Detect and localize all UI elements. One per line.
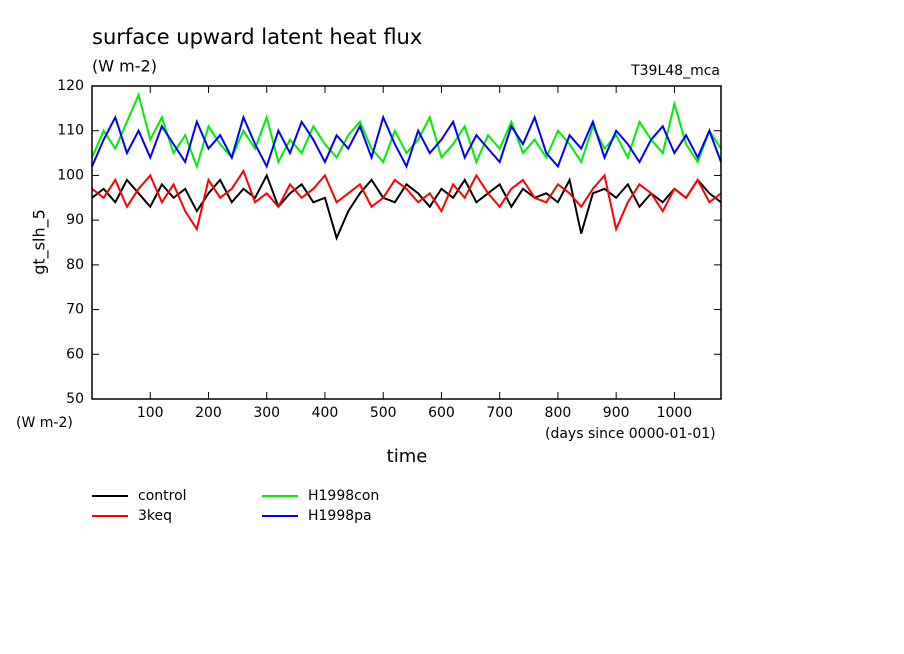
- x-tick-label: 800: [545, 405, 572, 421]
- x-tick-label: 700: [486, 405, 513, 421]
- x-tick-label: 900: [603, 405, 630, 421]
- run-label: T39L48_mca: [630, 63, 720, 79]
- series-line: [91, 91, 722, 170]
- y-tick-label: 120: [57, 78, 84, 94]
- legend-label: 3keq: [138, 508, 172, 524]
- y-tick-label: 60: [66, 346, 84, 362]
- y-tick-label: 50: [66, 391, 84, 407]
- x-tick-label: 300: [253, 405, 280, 421]
- y-tick-label: 70: [66, 302, 84, 318]
- x-axis-label: time: [387, 446, 428, 467]
- y-unit: (W m-2): [16, 415, 73, 431]
- chart-subtitle: (W m-2): [92, 57, 157, 76]
- y-tick-label: 110: [57, 123, 84, 139]
- x-tick-label: 200: [195, 405, 222, 421]
- x-tick-label: 1000: [657, 405, 693, 421]
- x-tick-label: 400: [312, 405, 339, 421]
- y-axis-label: gt_slh_5: [30, 209, 50, 275]
- chart-title: surface upward latent heat flux: [92, 25, 422, 49]
- legend-label: H1998con: [308, 488, 379, 504]
- y-tick-label: 90: [66, 212, 84, 228]
- legend-label: control: [138, 488, 187, 504]
- plot-frame: [91, 85, 722, 400]
- x-tick-label: 500: [370, 405, 397, 421]
- series-line: [91, 172, 722, 241]
- series-line: [91, 168, 722, 233]
- y-tick-label: 100: [57, 167, 84, 183]
- x-unit: (days since 0000-01-01): [545, 426, 716, 442]
- y-tick-label: 80: [66, 257, 84, 273]
- x-tick-label: 600: [428, 405, 455, 421]
- x-tick-label: 100: [137, 405, 164, 421]
- series-line: [91, 114, 722, 170]
- legend-label: H1998pa: [308, 508, 372, 524]
